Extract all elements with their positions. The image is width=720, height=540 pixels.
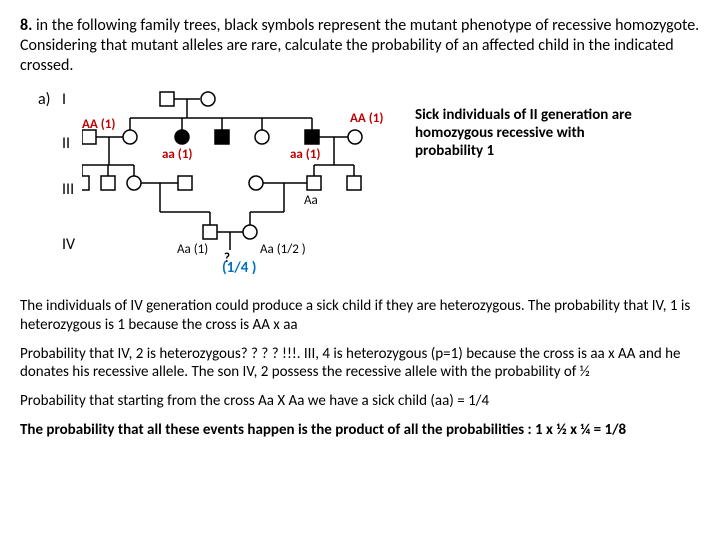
pedigree-area: a) I II III IV AA (1) AA (1) aa (1) aa (…	[20, 90, 700, 295]
gen-I: I	[62, 90, 66, 110]
part-label: a)	[38, 90, 51, 110]
para-2: Probability that IV, 2 is heterozygous? …	[20, 345, 700, 383]
gen-II: II	[62, 134, 70, 154]
AA1-right: AA (1)	[350, 111, 383, 126]
question-body: in the following family trees, black sym…	[20, 16, 699, 75]
quarter-label: (1/4 )	[222, 259, 256, 277]
question-text: 8. in the following family trees, black …	[20, 16, 700, 76]
gen-III: III	[62, 180, 74, 200]
sick-l3: probability 1	[415, 142, 494, 160]
aa1-left: aa (1)	[162, 147, 192, 162]
explanation: The individuals of IV generation could p…	[20, 297, 700, 440]
aa1-right: aa (1)	[290, 147, 320, 162]
sick-l1: Sick individuals of II generation are	[415, 106, 632, 124]
Aa-half-label: Aa (1/2 )	[260, 242, 306, 257]
gen-IV: IV	[62, 235, 75, 255]
AA1-left: AA (1)	[82, 117, 115, 132]
question-number: 8.	[20, 16, 32, 35]
pedigree-svg: AA (1) AA (1) aa (1) aa (1) Aa	[82, 90, 412, 300]
Aa1-label: Aa (1)	[177, 242, 208, 257]
sick-note: Sick individuals of II generation are ho…	[415, 106, 632, 160]
para-1: The individuals of IV generation could p…	[20, 297, 700, 335]
Aa-mid: Aa	[304, 193, 318, 208]
sick-l2: homozygous recessive with	[415, 124, 585, 142]
para-4: The probability that all these events ha…	[20, 421, 700, 440]
para-3: Probability that starting from the cross…	[20, 392, 700, 411]
